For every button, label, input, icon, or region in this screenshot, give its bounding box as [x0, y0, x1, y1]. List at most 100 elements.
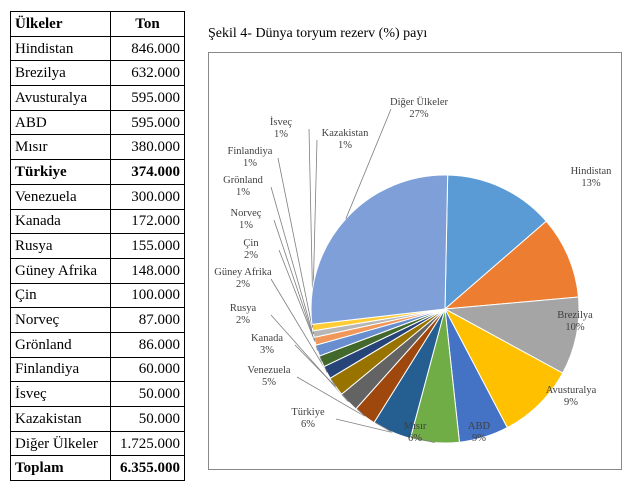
table-row: Diğer Ülkeler 1.725.000 — [10, 430, 185, 457]
slice-label: İsveç — [270, 116, 292, 128]
slice-percent-label: 2% — [236, 279, 250, 290]
pie-slice-hindistan — [444, 174, 547, 311]
country-cell: Brezilya — [10, 60, 111, 87]
slice-label: Grönland — [223, 175, 263, 186]
slice-percent-label: 9% — [564, 397, 578, 408]
table-header-row: Ülkeler Ton — [10, 11, 185, 37]
slice-label: Venezuela — [247, 365, 290, 376]
table-row: Brezilya 632.000 — [10, 60, 185, 87]
slice-label: Çin — [243, 238, 259, 249]
leader-line — [345, 108, 392, 219]
country-cell: Güney Afrika — [10, 257, 111, 284]
slice-percent-label: 2% — [244, 250, 258, 261]
ton-cell: 1.725.000 — [110, 430, 185, 457]
slice-label: Kanada — [251, 333, 283, 344]
country-cell: Kanada — [10, 208, 111, 235]
slice-label: Brezilya — [557, 310, 593, 321]
ton-cell: 50.000 — [110, 406, 185, 432]
slice-percent-label: 6% — [301, 419, 315, 430]
slice-percent-label: 3% — [260, 345, 274, 356]
ton-cell: 50.000 — [110, 381, 185, 407]
pie-chart: Hindistan13%Brezilya10%Avusturalya9%ABD9… — [214, 96, 613, 444]
table-row: Rusya 155.000 — [10, 233, 185, 259]
slice-percent-label: 2% — [236, 315, 250, 326]
ton-cell: 86.000 — [110, 331, 185, 358]
country-cell: Norveç — [10, 307, 111, 333]
table-row: Türkiye 374.000 — [10, 159, 185, 185]
slice-label: Finlandiya — [228, 146, 273, 157]
country-cell: ABD — [10, 109, 111, 136]
country-cell: Finlandiya — [10, 356, 111, 383]
slice-percent-label: 1% — [239, 220, 253, 231]
table-body: Hindistan 846.000 Brezilya 632.000 Avustural… — [10, 35, 185, 482]
ton-cell: 380.000 — [110, 134, 185, 161]
slice-label: Türkiye — [291, 407, 325, 418]
table-row: Grönland 86.000 — [10, 331, 185, 358]
table-row: Hindistan 846.000 — [10, 35, 185, 62]
ton-cell: 148.000 — [110, 257, 185, 284]
slice-label: Hindistan — [571, 166, 613, 177]
table-row: Kanada 172.000 — [10, 208, 185, 235]
slice-percent-label: 9% — [472, 433, 486, 444]
leader-line — [270, 186, 318, 351]
country-cell: Rusya — [10, 233, 111, 259]
table-row: Avusturalya 595.000 — [10, 85, 185, 111]
slice-label: Güney Afrika — [214, 267, 272, 278]
pie-slice-brezilya — [443, 220, 580, 310]
country-cell: Venezuela — [10, 183, 111, 210]
country-cell: Hindistan — [10, 35, 111, 62]
leader-line — [277, 157, 316, 342]
slice-percent-label: 1% — [338, 140, 352, 151]
pie-slice-abd — [443, 307, 564, 429]
slice-label: ABD — [468, 421, 491, 432]
table-row: ABD 595.000 — [10, 109, 185, 136]
ton-cell: 846.000 — [110, 35, 185, 62]
ton-cell: 172.000 — [110, 208, 185, 235]
country-cell: Mısır — [10, 134, 111, 161]
chart-title: Şekil 4- Dünya toryum rezerv (%) payı — [208, 26, 428, 41]
slice-percent-label: 1% — [243, 158, 257, 169]
slice-label: Rusya — [230, 303, 257, 314]
slice-percent-label: 6% — [408, 433, 422, 444]
slice-percent-label: 1% — [274, 129, 288, 140]
table-row: İsveç 50.000 — [10, 381, 185, 407]
country-cell: Diğer Ülkeler — [10, 430, 111, 457]
slice-label: Kazakistan — [322, 128, 369, 139]
country-cell: Çin — [10, 282, 111, 309]
country-cell: Toplam — [10, 455, 111, 482]
country-cell: İsveç — [10, 381, 111, 407]
country-cell: Avusturalya — [10, 85, 111, 111]
slice-label: Diğer Ülkeler — [390, 96, 449, 108]
ton-cell: 632.000 — [110, 60, 185, 87]
table-row: Kazakistan 50.000 — [10, 406, 185, 432]
table-row: Toplam 6.355.000 — [10, 455, 185, 482]
table-row: Çin 100.000 — [10, 282, 185, 309]
slice-percent-label: 13% — [581, 178, 601, 189]
slice-percent-label: 10% — [565, 322, 585, 333]
ton-cell: 374.000 — [110, 159, 185, 185]
ton-cell: 300.000 — [110, 183, 185, 210]
country-cell: Kazakistan — [10, 406, 111, 432]
leader-line — [296, 376, 392, 433]
ton-cell: 155.000 — [110, 233, 185, 259]
pie-slice-avusturalya — [443, 296, 580, 374]
country-cell: Grönland — [10, 331, 111, 358]
slice-percent-label: 5% — [262, 377, 276, 388]
ton-cell: 60.000 — [110, 356, 185, 383]
table-row: Güney Afrika 148.000 — [10, 257, 185, 284]
table-row: Norveç 87.000 — [10, 307, 185, 333]
table-row: Venezuela 300.000 — [10, 183, 185, 210]
pie-slice-diğer-ülkeler — [310, 174, 449, 325]
ton-cell: 6.355.000 — [110, 455, 185, 482]
slice-label: Mısır — [404, 421, 427, 432]
reserve-table: Ülkeler Ton Hindistan 846.000 Brezilya 632.… — [10, 11, 185, 482]
header-country: Ülkeler — [10, 11, 111, 37]
slice-percent-label: 1% — [236, 187, 250, 198]
country-cell: Türkiye — [10, 159, 111, 185]
leader-line — [335, 418, 435, 443]
ton-cell: 100.000 — [110, 282, 185, 309]
chart-frame: Hindistan 13% Brezilya 10% Avusturalya 9% ABD 9… — [208, 52, 622, 470]
ton-cell: 87.000 — [110, 307, 185, 333]
slice-label: Norveç — [231, 208, 262, 219]
slice-label: Avusturalya — [546, 385, 597, 396]
